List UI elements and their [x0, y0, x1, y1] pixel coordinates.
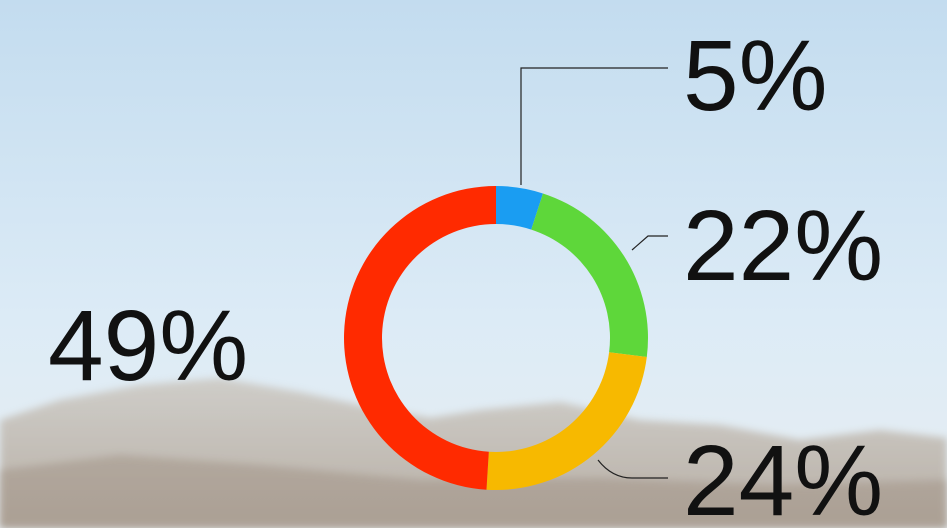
leader-line [520, 67, 668, 185]
value-label: 5% [683, 20, 828, 132]
donut-segment [496, 186, 543, 230]
donut-segment [486, 352, 647, 490]
leader-line [631, 235, 668, 251]
foothills [0, 455, 947, 528]
value-label: 49% [48, 290, 248, 402]
donut-segment [531, 193, 649, 358]
value-label: 24% [683, 425, 883, 528]
donut-segment [344, 186, 496, 490]
leader-line [597, 459, 668, 479]
value-labels: 5% 22% 24% 49% [48, 20, 883, 528]
donut [344, 186, 649, 490]
value-label: 22% [683, 190, 883, 302]
